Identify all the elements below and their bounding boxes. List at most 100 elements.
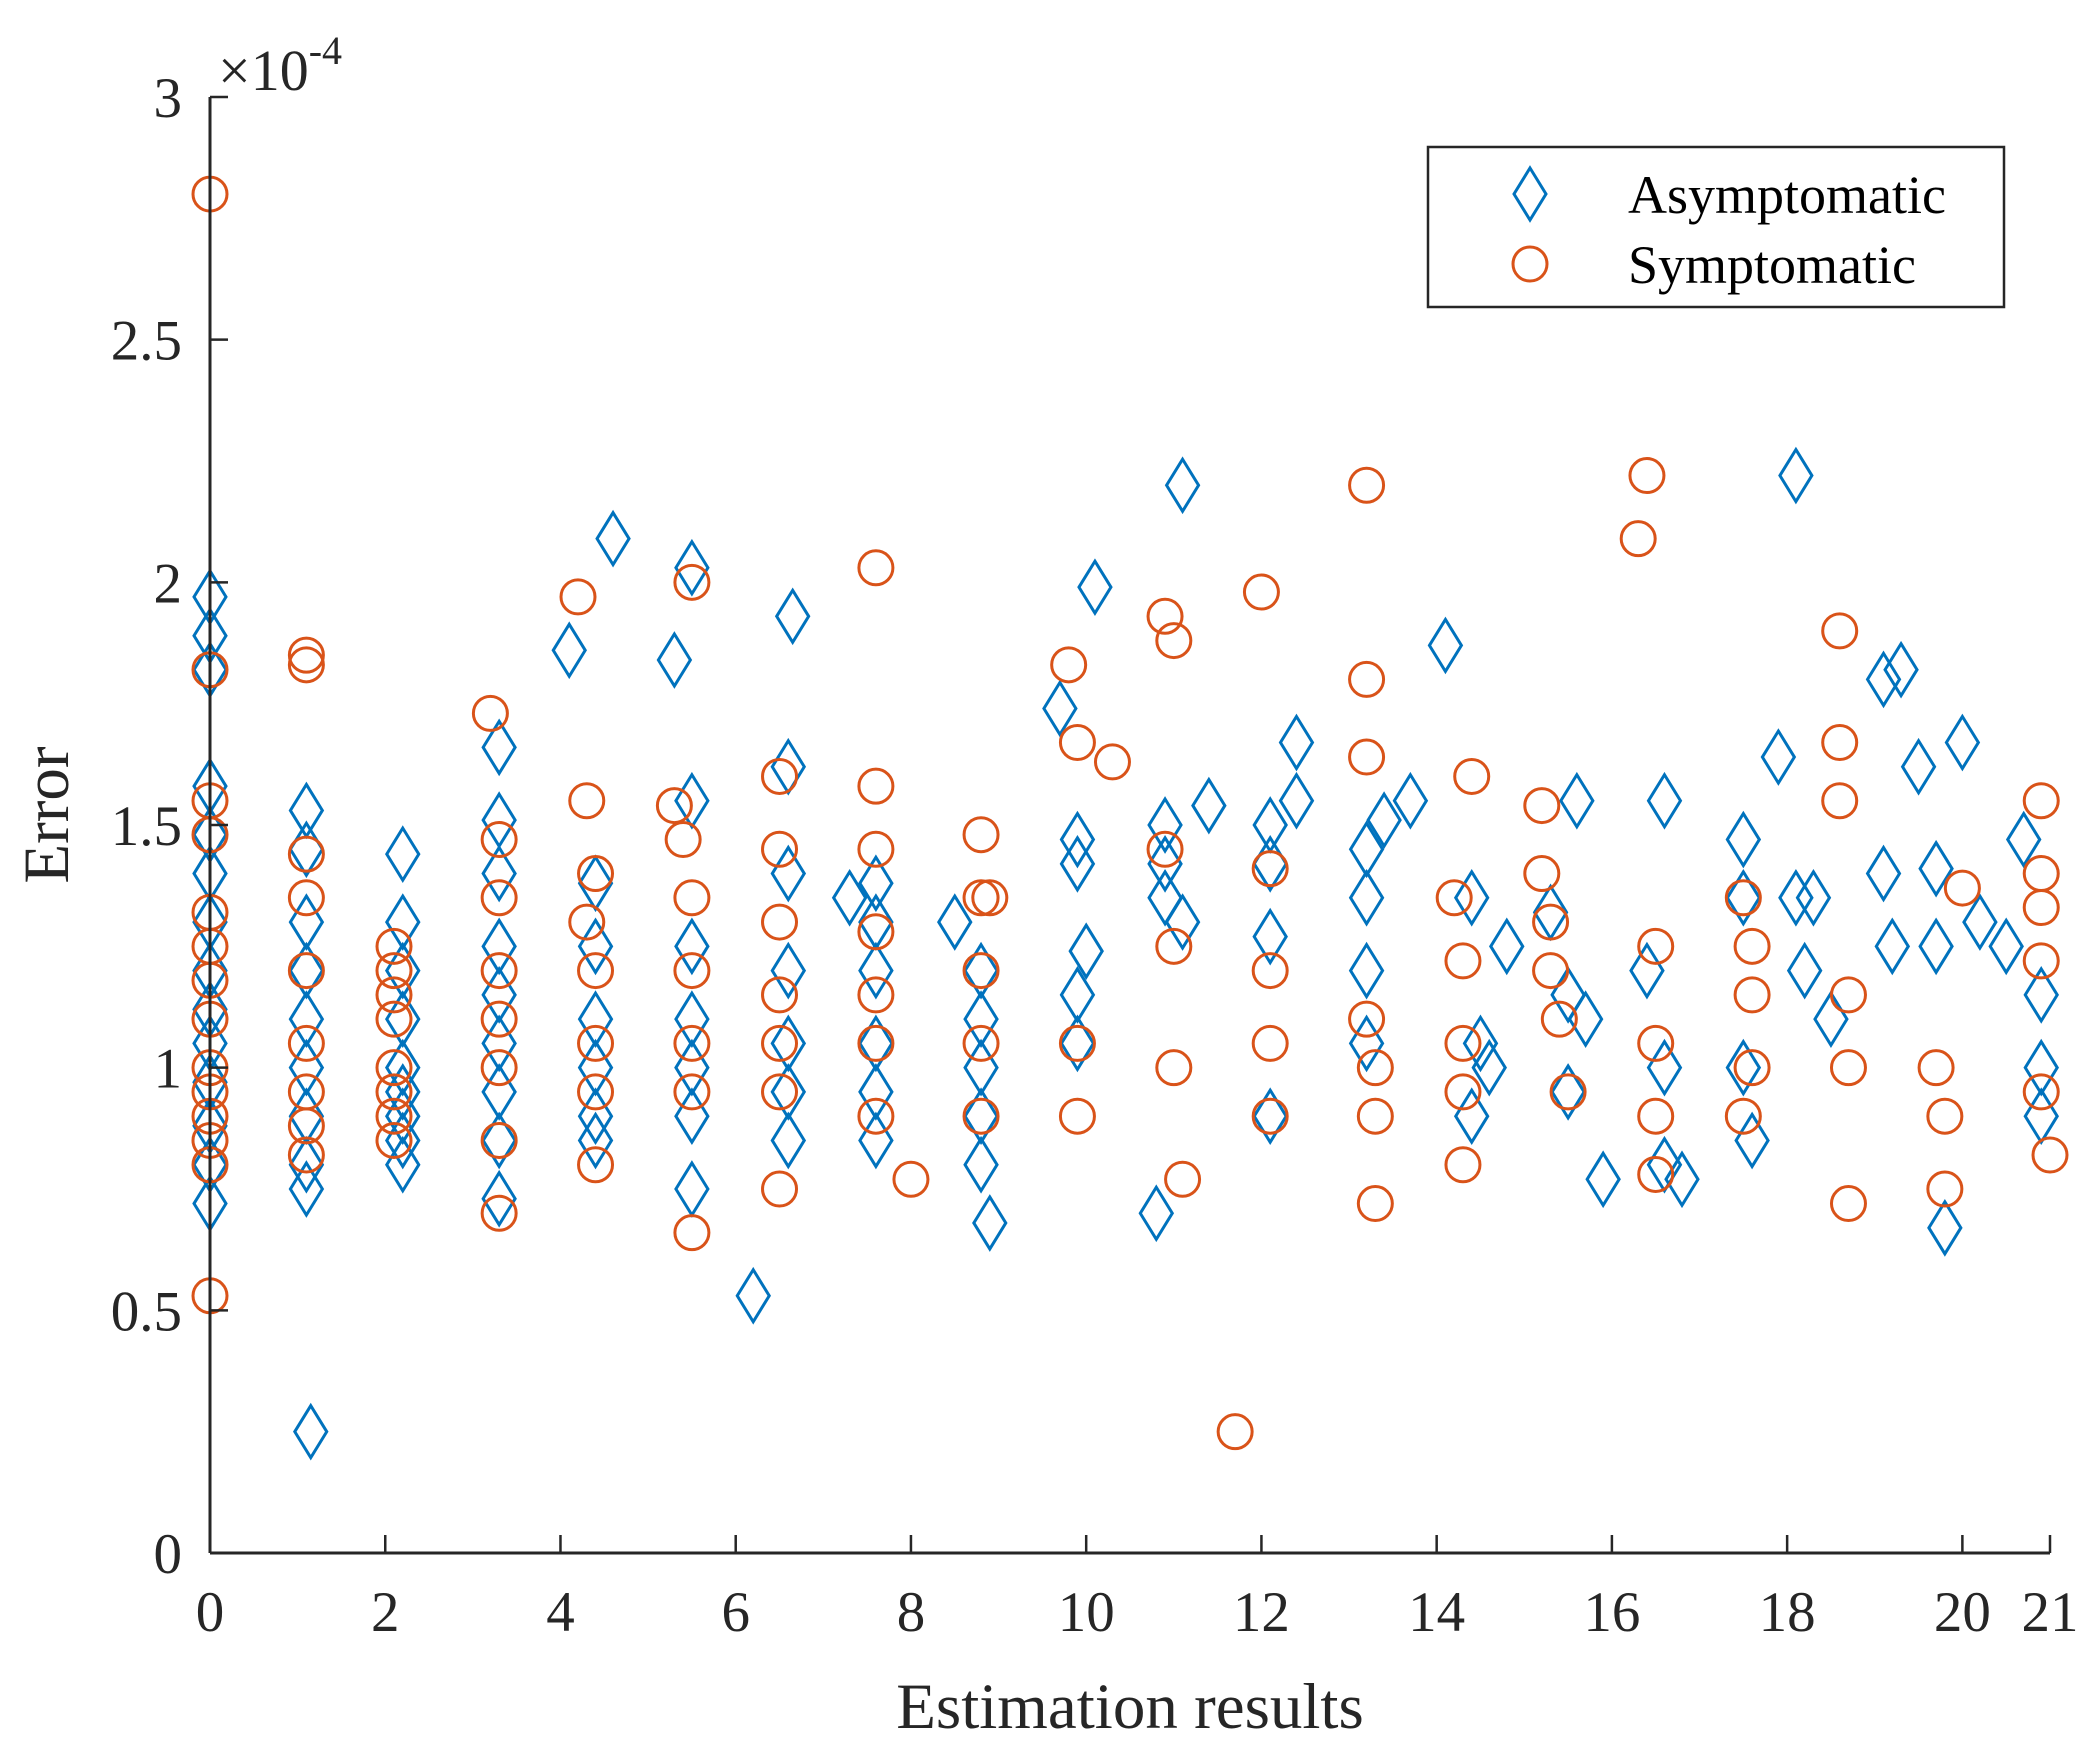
symptomatic-point: [1435, 879, 1473, 917]
asymptomatic-point: [288, 1135, 325, 1194]
asymptomatic-point: [288, 1038, 325, 1097]
symptomatic-point: [673, 563, 711, 601]
symptomatic-point: [1251, 1024, 1289, 1062]
asymptomatic-point: [1918, 839, 1954, 898]
asymptomatic-point: [577, 854, 614, 913]
asymptomatic-point: [858, 941, 894, 1000]
asymptomatic-point: [1795, 868, 1832, 927]
asymptomatic-point: [1348, 941, 1385, 1000]
symptomatic-point: [1058, 1097, 1096, 1135]
symptomatic-point: [1348, 738, 1386, 776]
legend: Asymptomatic Symptomatic: [1426, 145, 2006, 309]
symptomatic-point: [1821, 612, 1859, 650]
symptomatic-point: [1637, 1024, 1675, 1062]
asymptomatic-point: [385, 1038, 421, 1097]
asymptomatic-point: [735, 1266, 771, 1325]
asymptomatic-point: [1944, 713, 1981, 772]
y-tick-label: 1.5: [111, 795, 182, 858]
symptomatic-point: [568, 782, 606, 820]
symptomatic-point: [1549, 1073, 1587, 1111]
asymptomatic-point: [656, 631, 693, 689]
symptomatic-point: [857, 1024, 895, 1062]
symptomatic-point: [971, 879, 1009, 917]
symptomatic-point: [1453, 757, 1491, 795]
asymptomatic-point: [595, 509, 631, 568]
symptomatic-point: [857, 767, 895, 805]
asymptomatic-point: [288, 1087, 325, 1146]
y-tick-label: 2.5: [111, 310, 182, 373]
asymptomatic-point: [577, 1087, 614, 1146]
asymptomatic-point: [937, 893, 973, 951]
symptomatic-point: [2022, 1073, 2060, 1111]
symptomatic-point: [1155, 1049, 1193, 1087]
symptomatic-point: [962, 1097, 1000, 1135]
symptomatic-point: [1637, 927, 1675, 965]
asymptomatic-point: [1865, 844, 1902, 903]
asymptomatic-point: [1278, 713, 1315, 772]
asymptomatic-point: [481, 1014, 517, 1073]
symptomatic-point: [375, 1121, 413, 1159]
asymptomatic-point: [577, 1111, 614, 1170]
asymptomatic-point: [1900, 737, 1937, 796]
asymptomatic-point: [770, 737, 807, 796]
asymptomatic-point: [1883, 640, 1919, 699]
symptomatic-point: [1532, 952, 1570, 990]
symptomatic-point: [673, 879, 711, 917]
asymptomatic-point: [1988, 917, 2024, 976]
symptomatic-point: [1821, 782, 1859, 820]
symptomatic-point: [1821, 723, 1859, 761]
symptomatic-point: [375, 1073, 413, 1111]
legend-asymptomatic-marker: [1512, 165, 1548, 223]
symptomatic-point: [1540, 1000, 1578, 1038]
symptomatic-point: [568, 903, 606, 941]
asymptomatic-point: [831, 868, 868, 927]
y-tick-label: 2: [154, 552, 183, 615]
symptomatic-point: [857, 913, 895, 951]
asymptomatic-point: [858, 1014, 894, 1073]
symptomatic-point: [375, 976, 413, 1014]
symptomatic-point: [577, 855, 615, 893]
asymptomatic-point: [481, 917, 517, 976]
asymptomatic-point: [1147, 796, 1183, 854]
asymptomatic-point: [1567, 990, 1604, 1048]
data-points: [191, 175, 2069, 1461]
asymptomatic-point: [1453, 1087, 1490, 1146]
symptomatic-point: [1523, 787, 1561, 825]
symptomatic-point: [375, 952, 413, 990]
symptomatic-point: [480, 1194, 518, 1232]
asymptomatic-point: [858, 1111, 894, 1170]
symptomatic-point: [287, 879, 325, 917]
y-tick-label: 0.5: [111, 1280, 182, 1343]
symptomatic-point: [1637, 1097, 1675, 1135]
symptomatic-point: [559, 578, 597, 616]
legend-asymptomatic-label: Asymptomatic: [1628, 165, 1946, 225]
asymptomatic-point: [577, 1038, 614, 1097]
x-tick-label: 20: [1934, 1581, 1991, 1644]
x-tick-label: 6: [721, 1581, 750, 1644]
asymptomatic-point: [674, 917, 710, 976]
symptomatic-point: [1637, 1155, 1675, 1193]
symptomatic-point: [1356, 1185, 1394, 1223]
asymptomatic-point: [288, 1160, 325, 1218]
symptomatic-point: [1829, 976, 1867, 1014]
symptomatic-point: [1917, 1049, 1955, 1087]
symptomatic-point: [480, 1000, 518, 1038]
asymptomatic-point: [774, 587, 811, 646]
asymptomatic-point: [2023, 1087, 2059, 1146]
asymptomatic-point: [481, 718, 517, 777]
legend-symptomatic-label: Symptomatic: [1628, 235, 1916, 295]
asymptomatic-point: [481, 1111, 517, 1170]
asymptomatic-point: [1059, 810, 1096, 869]
asymptomatic-point: [1585, 1150, 1621, 1209]
symptomatic-point: [375, 927, 413, 965]
asymptomatic-point: [858, 893, 894, 951]
x-tick-label: 16: [1583, 1581, 1640, 1644]
asymptomatic-point: [1725, 1038, 1762, 1097]
symptomatic-point: [1251, 1097, 1289, 1135]
symptomatic-point: [1146, 597, 1184, 635]
symptomatic-point: [471, 694, 509, 732]
asymptomatic-point: [1427, 616, 1464, 675]
symptomatic-point: [761, 903, 799, 941]
asymptomatic-point: [1874, 917, 1911, 976]
asymptomatic-point: [1462, 1014, 1499, 1073]
